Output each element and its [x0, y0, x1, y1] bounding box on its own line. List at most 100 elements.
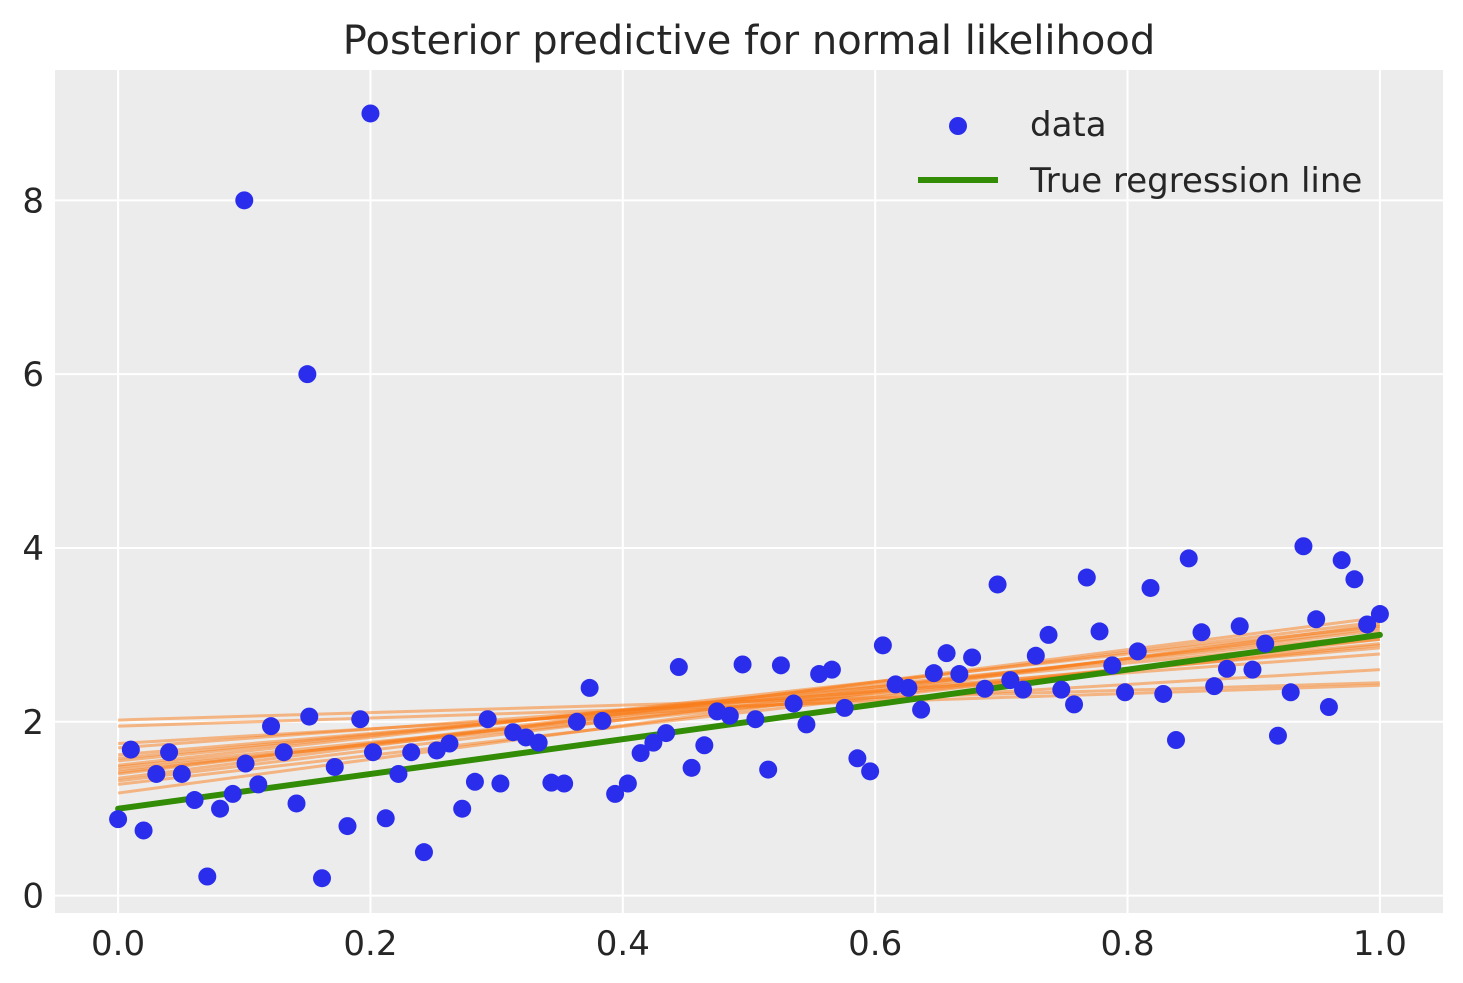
data-point	[1243, 660, 1262, 679]
data-point	[160, 743, 179, 762]
data-point	[338, 817, 357, 836]
data-point	[1205, 677, 1224, 696]
data-point	[1026, 646, 1045, 665]
data-point	[848, 749, 867, 768]
data-point	[746, 710, 765, 729]
data-point	[465, 772, 484, 791]
data-point	[1154, 684, 1173, 703]
y-tick-label: 2	[22, 703, 44, 743]
data-point	[478, 710, 497, 729]
y-tick-label: 6	[22, 355, 44, 395]
data-point	[1332, 551, 1351, 570]
data-point	[1345, 570, 1364, 589]
data-point	[313, 869, 332, 888]
data-point	[1192, 623, 1211, 642]
data-point	[172, 764, 191, 783]
posterior-line	[117, 616, 1381, 780]
data-point	[1166, 731, 1185, 750]
data-point	[567, 712, 586, 731]
data-point	[1090, 622, 1109, 641]
data-point	[491, 774, 510, 793]
data-point	[1001, 671, 1020, 690]
data-point	[695, 736, 714, 755]
data-point	[1307, 610, 1326, 629]
data-point	[147, 764, 166, 783]
y-tick-labels: 0 2 4 6 8	[22, 181, 44, 916]
y-tick-label: 4	[22, 529, 44, 569]
data-point	[1230, 617, 1249, 636]
data-point	[376, 809, 395, 828]
x-tick-labels: 0.0 0.2 0.4 0.6 0.8 1.0	[91, 924, 1407, 964]
data-point	[351, 710, 370, 729]
plot-area	[55, 70, 1443, 913]
data-point	[1294, 537, 1313, 556]
data-point	[325, 757, 344, 776]
data-point	[1281, 683, 1300, 702]
data-point	[300, 707, 319, 726]
x-tick-label: 0.6	[848, 924, 902, 964]
data-point	[1370, 605, 1389, 624]
data-point	[1116, 683, 1135, 702]
data-point	[262, 717, 281, 736]
data-point	[1179, 549, 1198, 568]
data-point	[644, 733, 663, 752]
data-point	[657, 724, 676, 743]
data-point	[1077, 568, 1096, 587]
posterior-line	[117, 624, 1381, 767]
data-point	[631, 744, 650, 763]
data-point	[975, 679, 994, 698]
legend-data-label: data	[1030, 105, 1107, 145]
data-point	[1039, 625, 1058, 644]
data-point	[440, 734, 459, 753]
data-point	[223, 784, 242, 803]
data-point	[861, 762, 880, 781]
data-point	[287, 794, 306, 813]
y-tick-label: 0	[22, 877, 44, 917]
x-tick-label: 0.4	[596, 924, 650, 964]
data-point	[593, 711, 612, 730]
data-point	[733, 655, 752, 674]
data-point	[1268, 726, 1287, 745]
data-point	[1128, 642, 1147, 661]
data-point	[1014, 680, 1033, 699]
data-point	[198, 867, 217, 886]
data-point	[211, 799, 230, 818]
data-point	[185, 791, 204, 810]
data-point	[606, 784, 625, 803]
data-point	[580, 678, 599, 697]
data-point	[963, 648, 982, 667]
data-points	[109, 104, 1389, 888]
data-point	[529, 733, 548, 752]
data-point	[1103, 656, 1122, 675]
data-point	[822, 660, 841, 679]
data-point	[899, 678, 918, 697]
data-point	[121, 740, 140, 759]
data-point	[542, 773, 561, 792]
data-point	[402, 743, 421, 762]
data-point	[950, 665, 969, 684]
data-point	[555, 774, 574, 793]
data-point	[618, 774, 637, 793]
data-point	[669, 658, 688, 677]
x-tick-label: 0.2	[343, 924, 397, 964]
data-point	[1065, 695, 1084, 714]
data-point	[924, 664, 943, 683]
data-point	[1319, 698, 1338, 717]
x-tick-label: 1.0	[1353, 924, 1407, 964]
legend-true-line-label: True regression line	[1029, 161, 1362, 201]
data-point	[298, 365, 317, 384]
data-point	[759, 760, 778, 779]
data-point	[453, 799, 472, 818]
data-point	[1141, 578, 1160, 597]
data-point	[988, 575, 1007, 594]
data-point	[414, 843, 433, 862]
legend: data True regression line	[918, 105, 1362, 201]
x-tick-label: 0.8	[1101, 924, 1155, 964]
data-point	[937, 644, 956, 663]
data-point	[771, 656, 790, 675]
data-point	[361, 104, 380, 123]
data-point	[109, 810, 128, 829]
data-point	[682, 758, 701, 777]
data-point	[236, 754, 255, 773]
